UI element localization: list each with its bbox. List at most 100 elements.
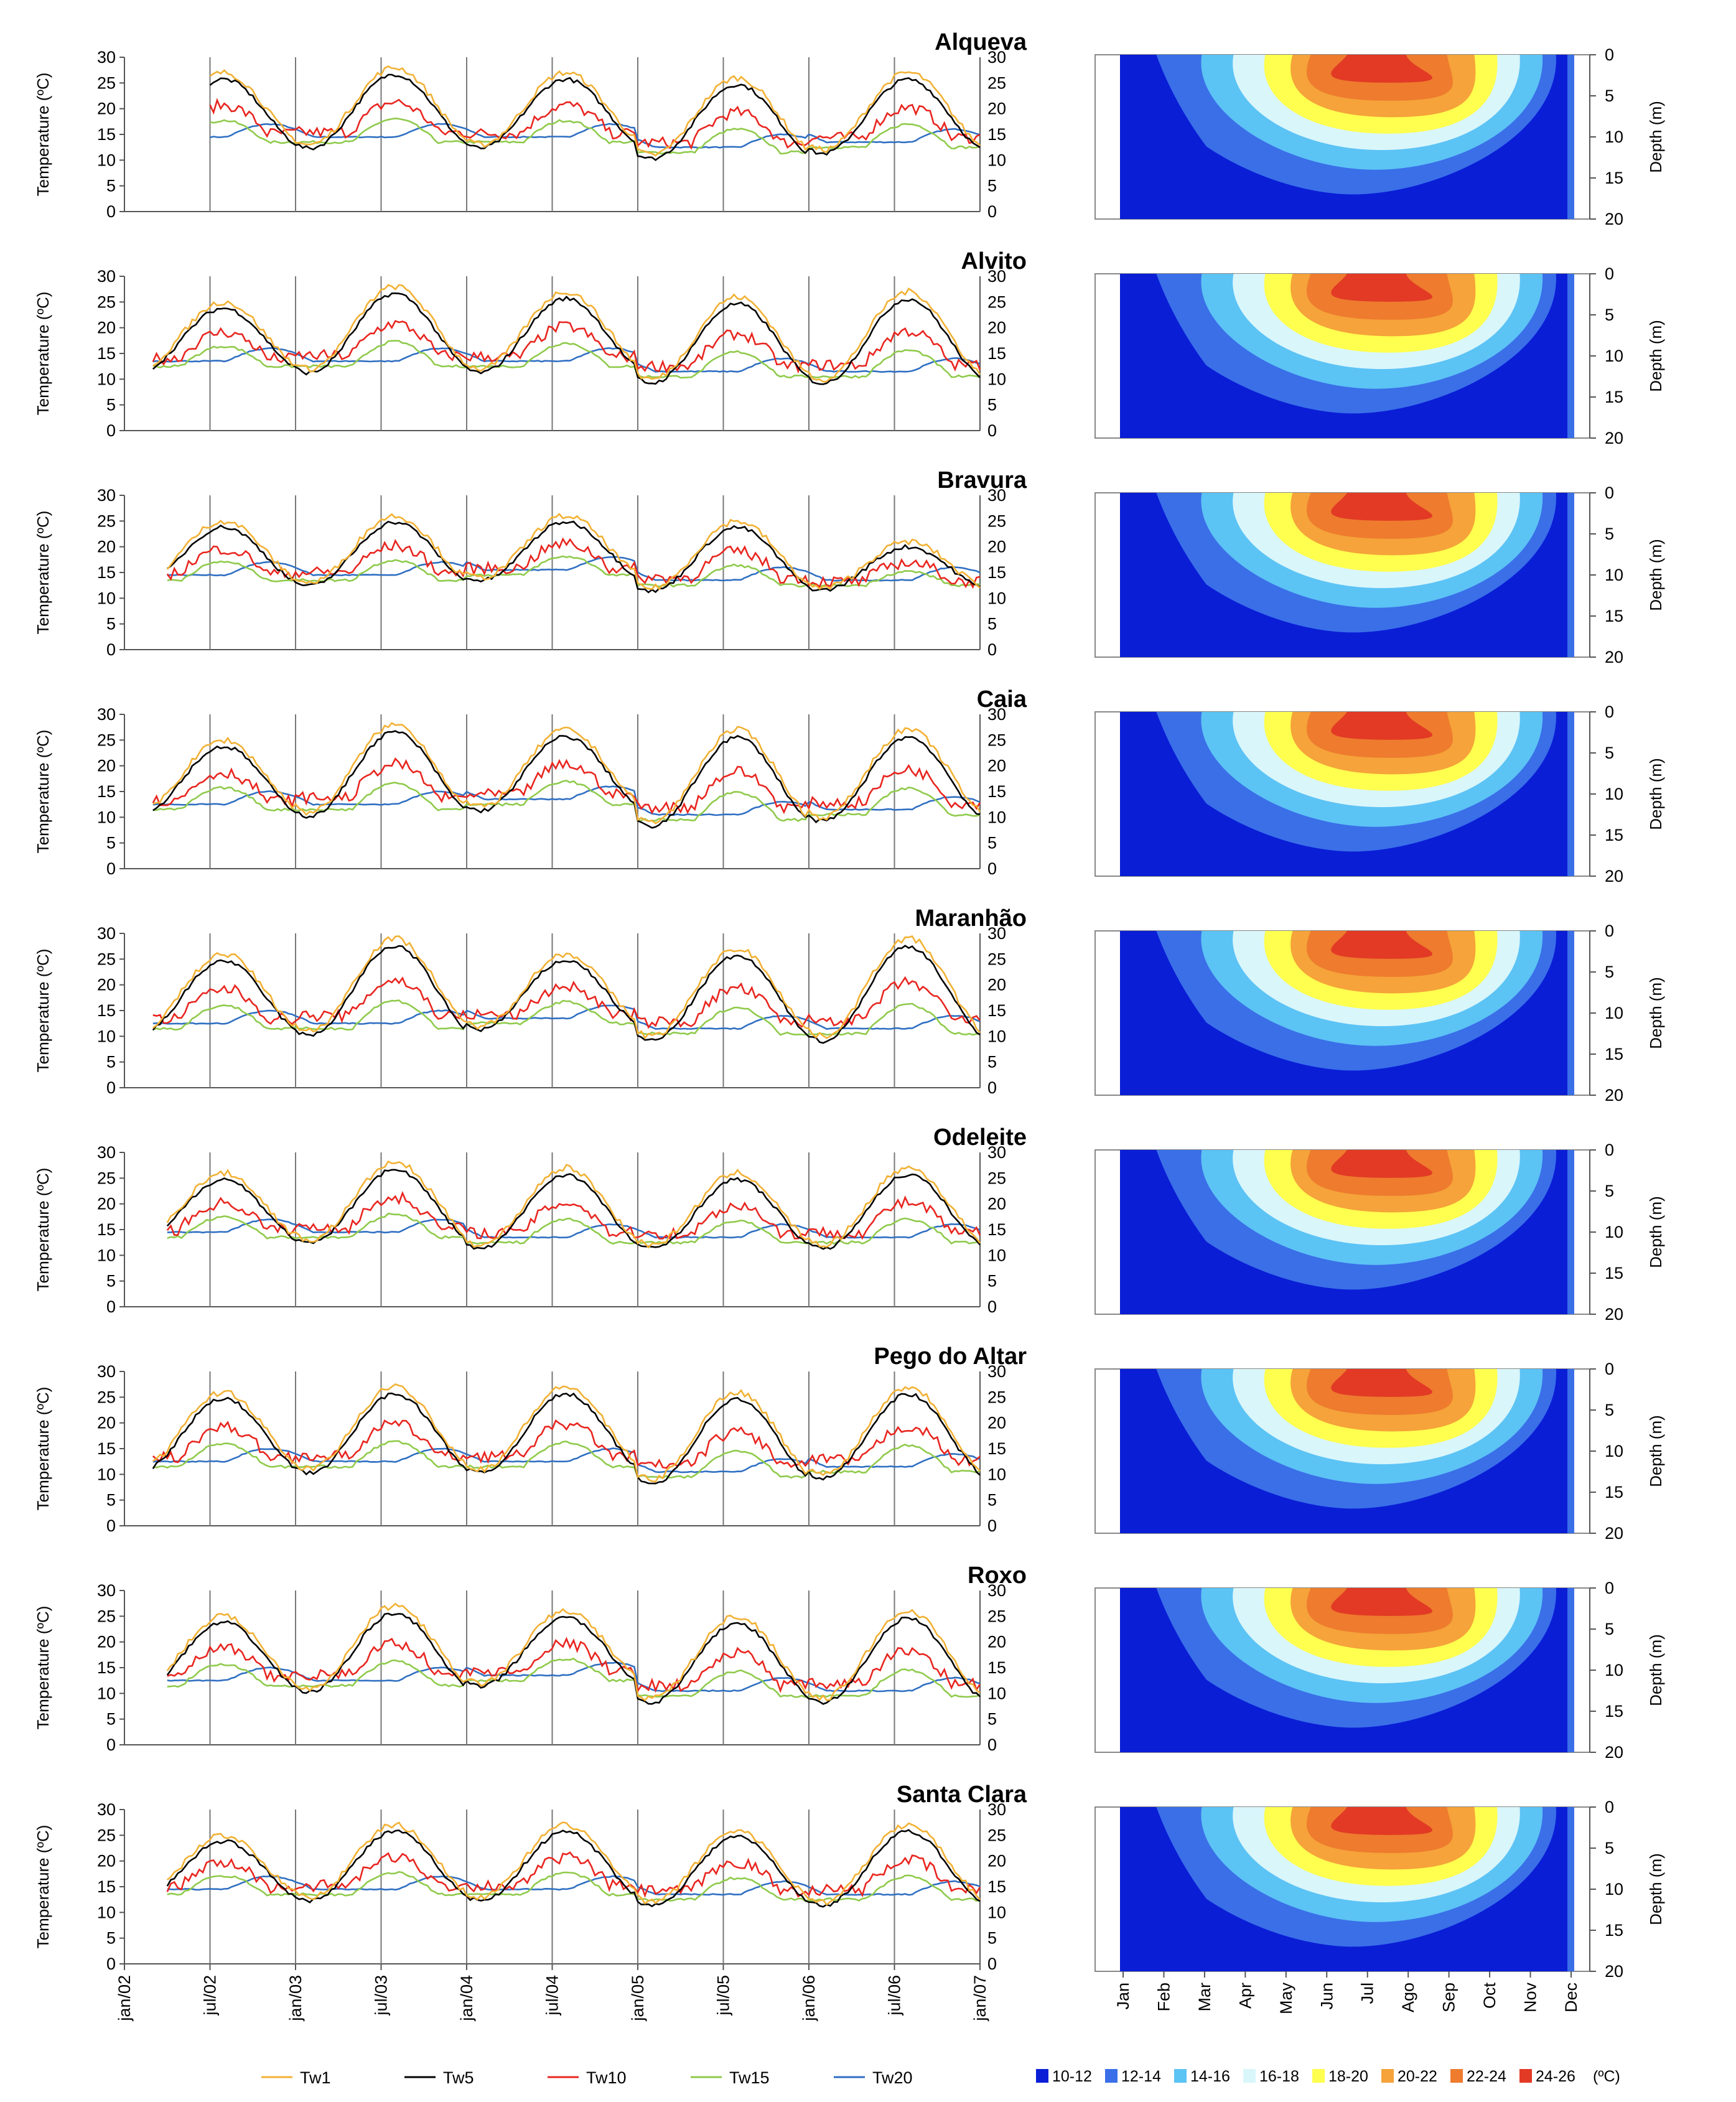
reservoir-panel-3: Caia Temperature (ºC) 0 0 5 5 10 10 15 15 20 20 25 25… [34, 686, 1665, 885]
y-tick-label: 15 [97, 1220, 116, 1239]
y-tick-label: 25 [97, 292, 116, 311]
reservoir-panel-1: Alvito Temperature (ºC) 0 0 5 5 10 10 15 15 20 20 25… [34, 248, 1665, 447]
depth-axis-label: Depth (m) [1646, 1196, 1665, 1268]
y-tick-label-right: 15 [987, 782, 1006, 801]
y-tick-label: 30 [97, 48, 116, 67]
depth-tick-label: 15 [1605, 1264, 1623, 1282]
depth-axis-label: Depth (m) [1646, 539, 1665, 611]
y-tick-label: 0 [106, 1516, 116, 1535]
x-tick-label: jan/04 [457, 1975, 476, 2022]
y-tick-label-right: 10 [987, 808, 1006, 826]
y-tick-label: 5 [106, 615, 116, 633]
contour-legend-swatch [1450, 2069, 1463, 2083]
legend-label: Tw1 [300, 2068, 331, 2087]
y-tick-label-right: 25 [987, 950, 1006, 968]
y-axis-label: Temperature (ºC) [34, 1387, 52, 1511]
y-tick-label-right: 10 [987, 370, 1006, 388]
depth-tick-label: 20 [1605, 1086, 1623, 1105]
panel-title: Maranhão [915, 905, 1027, 932]
y-tick-label: 0 [106, 640, 116, 659]
y-tick-label-right: 0 [987, 1297, 997, 1316]
y-tick-label-right: 30 [987, 1581, 1006, 1600]
depth-tick-label: 0 [1605, 483, 1614, 502]
y-tick-label: 10 [97, 1465, 116, 1483]
contour-band-24-26 [1331, 712, 1433, 740]
x-tick-label: jan/02 [115, 1975, 134, 2022]
x-tick-label: jul/06 [885, 1975, 904, 2016]
y-tick-label-right: 30 [987, 705, 1006, 724]
depth-tick-label: 15 [1605, 1702, 1623, 1721]
y-tick-label-right: 15 [987, 125, 1006, 144]
depth-tick-label: 10 [1605, 347, 1623, 365]
y-tick-label: 10 [97, 1684, 116, 1703]
series-line-tw1 [166, 1160, 981, 1249]
series-line-tw5 [152, 292, 981, 385]
y-tick-label: 10 [97, 1246, 116, 1264]
y-tick-label-right: 10 [987, 1027, 1006, 1045]
y-tick-label: 30 [97, 1800, 116, 1819]
depth-tick-label: 15 [1605, 1045, 1623, 1063]
series-line-tw5 [166, 1612, 981, 1705]
series-line-tw15 [152, 340, 981, 379]
y-tick-label-right: 15 [987, 1877, 1006, 1896]
series-line-tw15 [210, 117, 981, 155]
y-tick-label-right: 10 [987, 1903, 1006, 1922]
reservoir-panel-5: Odeleite Temperature (ºC) 0 0 5 5 10 10 15 15 20 20… [34, 1124, 1665, 1324]
y-tick-label-right: 30 [987, 1143, 1006, 1162]
series-line-tw10 [166, 1851, 981, 1899]
contour-band-deep [1120, 931, 1279, 1095]
contour-band-dec [1567, 1150, 1574, 1314]
contour-legend-label: 12-14 [1121, 2068, 1161, 2085]
contour-plot-3: 0 5 10 15 20 Depth (m) [1094, 703, 1665, 885]
y-tick-label-right: 0 [987, 640, 997, 659]
y-tick-label: 10 [97, 808, 116, 826]
depth-tick-label: 5 [1605, 86, 1614, 105]
y-tick-label: 10 [97, 370, 116, 388]
contour-legend-swatch [1312, 2069, 1325, 2083]
y-tick-label-right: 20 [987, 100, 1006, 118]
y-tick-label-right: 25 [987, 1607, 1006, 1625]
y-axis-label: Temperature (ºC) [34, 1825, 52, 1949]
reservoir-panel-8: Santa Clara Temperature (ºC) 0 0 5 5 10 10 15 15 2… [34, 1782, 1665, 2022]
y-tick-label-right: 5 [987, 1710, 997, 1729]
y-axis-label: Temperature (ºC) [34, 292, 52, 416]
x-tick-label: jul/02 [201, 1975, 220, 2016]
y-tick-label: 20 [97, 1852, 116, 1871]
series-line-tw1 [209, 65, 981, 157]
panel-title: Bravura [937, 467, 1027, 493]
contour-legend-swatch [1174, 2069, 1187, 2083]
legend-label: Tw5 [443, 2068, 474, 2087]
y-axis-label: Temperature (ºC) [34, 1168, 52, 1292]
y-tick-label: 10 [97, 589, 116, 607]
x-tick-label: jan/05 [628, 1975, 647, 2022]
depth-tick-label: 10 [1605, 1223, 1623, 1241]
contour-plot-6: 0 5 10 15 20 Depth (m) [1094, 1360, 1665, 1543]
y-tick-label: 0 [106, 1735, 116, 1754]
contour-legend-label: 14-16 [1190, 2068, 1230, 2085]
depth-tick-label: 20 [1605, 429, 1623, 447]
x-tick-label: jan/07 [971, 1975, 989, 2022]
month-label: Apr [1236, 1983, 1254, 2009]
contour-band-deep [1120, 1807, 1279, 1971]
month-label: Mar [1195, 1983, 1214, 2012]
series-line-tw15 [152, 780, 981, 823]
y-tick-label-right: 25 [987, 1826, 1006, 1844]
x-tick-label: jul/05 [714, 1975, 733, 2016]
y-tick-label: 20 [97, 1195, 116, 1213]
y-tick-label: 15 [97, 1658, 116, 1677]
y-tick-label-right: 30 [987, 924, 1006, 943]
depth-tick-label: 10 [1605, 128, 1623, 146]
series-line-tw10 [152, 757, 981, 815]
contour-band-24-26 [1331, 493, 1433, 521]
y-tick-label-right: 5 [987, 1053, 997, 1072]
series-line-tw1 [166, 513, 981, 591]
y-tick-label-right: 5 [987, 396, 997, 414]
contour-band-dec [1567, 931, 1574, 1095]
depth-tick-label: 5 [1605, 1401, 1614, 1419]
y-tick-label: 5 [106, 396, 116, 414]
reservoir-panel-6: Pego do Altar Temperature (ºC) 0 0 5 5 10 10 15 1… [34, 1343, 1665, 1543]
contour-legend-label: 10-12 [1052, 2068, 1092, 2085]
y-tick-label-right: 20 [987, 1414, 1006, 1432]
reservoir-panel-0: Alqueva Temperature (ºC) 0 0 5 5 10 10 15 15 20 20 2… [34, 29, 1665, 228]
series-line-tw15 [167, 1212, 980, 1245]
